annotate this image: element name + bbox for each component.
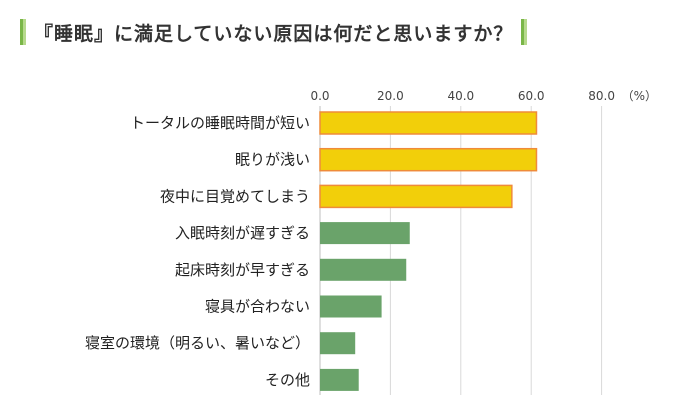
bar-6 xyxy=(320,332,356,355)
x-tick-label: 60.0 xyxy=(518,89,545,103)
bar-1 xyxy=(319,147,538,172)
title-left-accent-bar xyxy=(20,19,26,45)
bar-4 xyxy=(320,258,407,281)
category-label: 夜中に目覚めてしまう xyxy=(160,187,310,205)
x-tick-label: 40.0 xyxy=(447,89,474,103)
chart-title-row: 『睡眠』に満足していない原因は何だと思いますか？ xyxy=(20,18,528,46)
category-label: 起床時刻が早すぎる xyxy=(175,261,310,279)
bar-7 xyxy=(320,368,359,391)
category-label: トータルの睡眠時間が短い xyxy=(130,114,310,132)
bar-0 xyxy=(319,111,538,135)
category-label: 寝室の環境（明るい、暑いなど） xyxy=(85,334,310,352)
category-label: 寝具が合わない xyxy=(205,298,310,316)
bar-2 xyxy=(319,184,513,209)
x-axis-unit-label: （%） xyxy=(622,89,657,103)
category-label: 眠りが浅い xyxy=(235,151,310,169)
x-tick-label: 80.0 xyxy=(588,89,615,103)
x-tick-label: 0.0 xyxy=(310,89,329,103)
title-right-accent-bar xyxy=(521,19,528,45)
category-label: その他 xyxy=(265,371,310,389)
bar-5 xyxy=(320,295,382,318)
x-tick-label: 20.0 xyxy=(377,89,404,103)
category-label: 入眠時刻が遅すぎる xyxy=(175,224,310,242)
chart-title: 『睡眠』に満足していない原因は何だと思いますか？ xyxy=(34,22,514,45)
bar-3 xyxy=(320,222,410,245)
